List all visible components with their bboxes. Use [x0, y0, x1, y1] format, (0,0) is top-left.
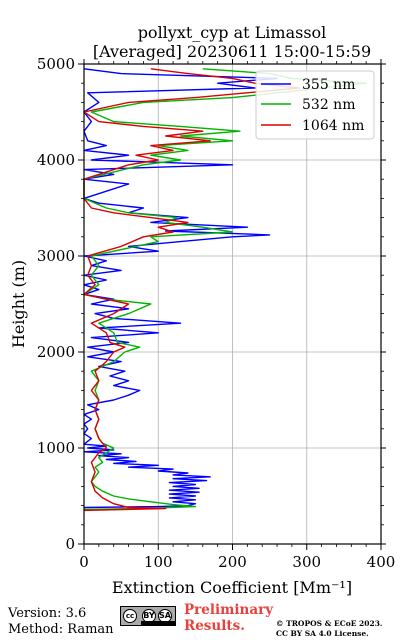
x-tick-label: 0: [79, 553, 89, 571]
y-tick-label: 2000: [37, 343, 75, 361]
y-tick-label: 4000: [37, 151, 75, 169]
chart-subtitle: [Averaged] 20230611 15:00-15:59: [93, 42, 371, 61]
series-line-532-nm: [83, 68, 367, 511]
y-tick-label: 5000: [37, 55, 75, 73]
x-tick-label: 400: [367, 553, 396, 571]
version-text: Version: 3.6: [8, 606, 87, 621]
y-tick-label: 0: [65, 535, 75, 553]
preliminary-notice: Preliminary Results.: [184, 602, 273, 634]
copyright-notice: © TROPOS & ECoE 2023. CC BY SA 4.0 Licen…: [276, 619, 383, 639]
copyright-line-1: © TROPOS & ECoE 2023.: [276, 619, 383, 628]
legend-label-1064: 1064 nm: [302, 118, 364, 134]
cc-icon: cc: [123, 609, 137, 623]
x-tick-label: 200: [218, 553, 247, 571]
series-line-1064-nm: [83, 68, 300, 512]
method-text: Method: Raman: [8, 622, 114, 637]
cc-license-badge[interactable]: cc BY SA: [120, 606, 176, 626]
preliminary-line-1: Preliminary: [184, 602, 274, 618]
y-tick-label: 3000: [37, 247, 75, 265]
legend-box: [255, 70, 375, 140]
y-axis-label: Height (m): [9, 260, 28, 348]
copyright-line-2: CC BY SA 4.0 License.: [276, 629, 369, 638]
series-group: [83, 68, 367, 512]
x-tick-label: 300: [292, 553, 321, 571]
y-tick-label: 1000: [37, 439, 75, 457]
legend-label-355: 355 nm: [302, 77, 355, 93]
x-tick-label: 100: [144, 553, 173, 571]
legend: 355 nm 532 nm 1064 nm: [255, 70, 375, 140]
chart-title: pollyxt_cyp at Limassol: [138, 23, 327, 42]
badge-strip: [141, 621, 175, 625]
preliminary-line-2: Results.: [184, 618, 245, 634]
cc-by-icon: BY: [142, 609, 156, 623]
legend-label-532: 532 nm: [302, 97, 355, 113]
x-axis-label: Extinction Coefficient [Mm⁻¹]: [112, 578, 352, 597]
